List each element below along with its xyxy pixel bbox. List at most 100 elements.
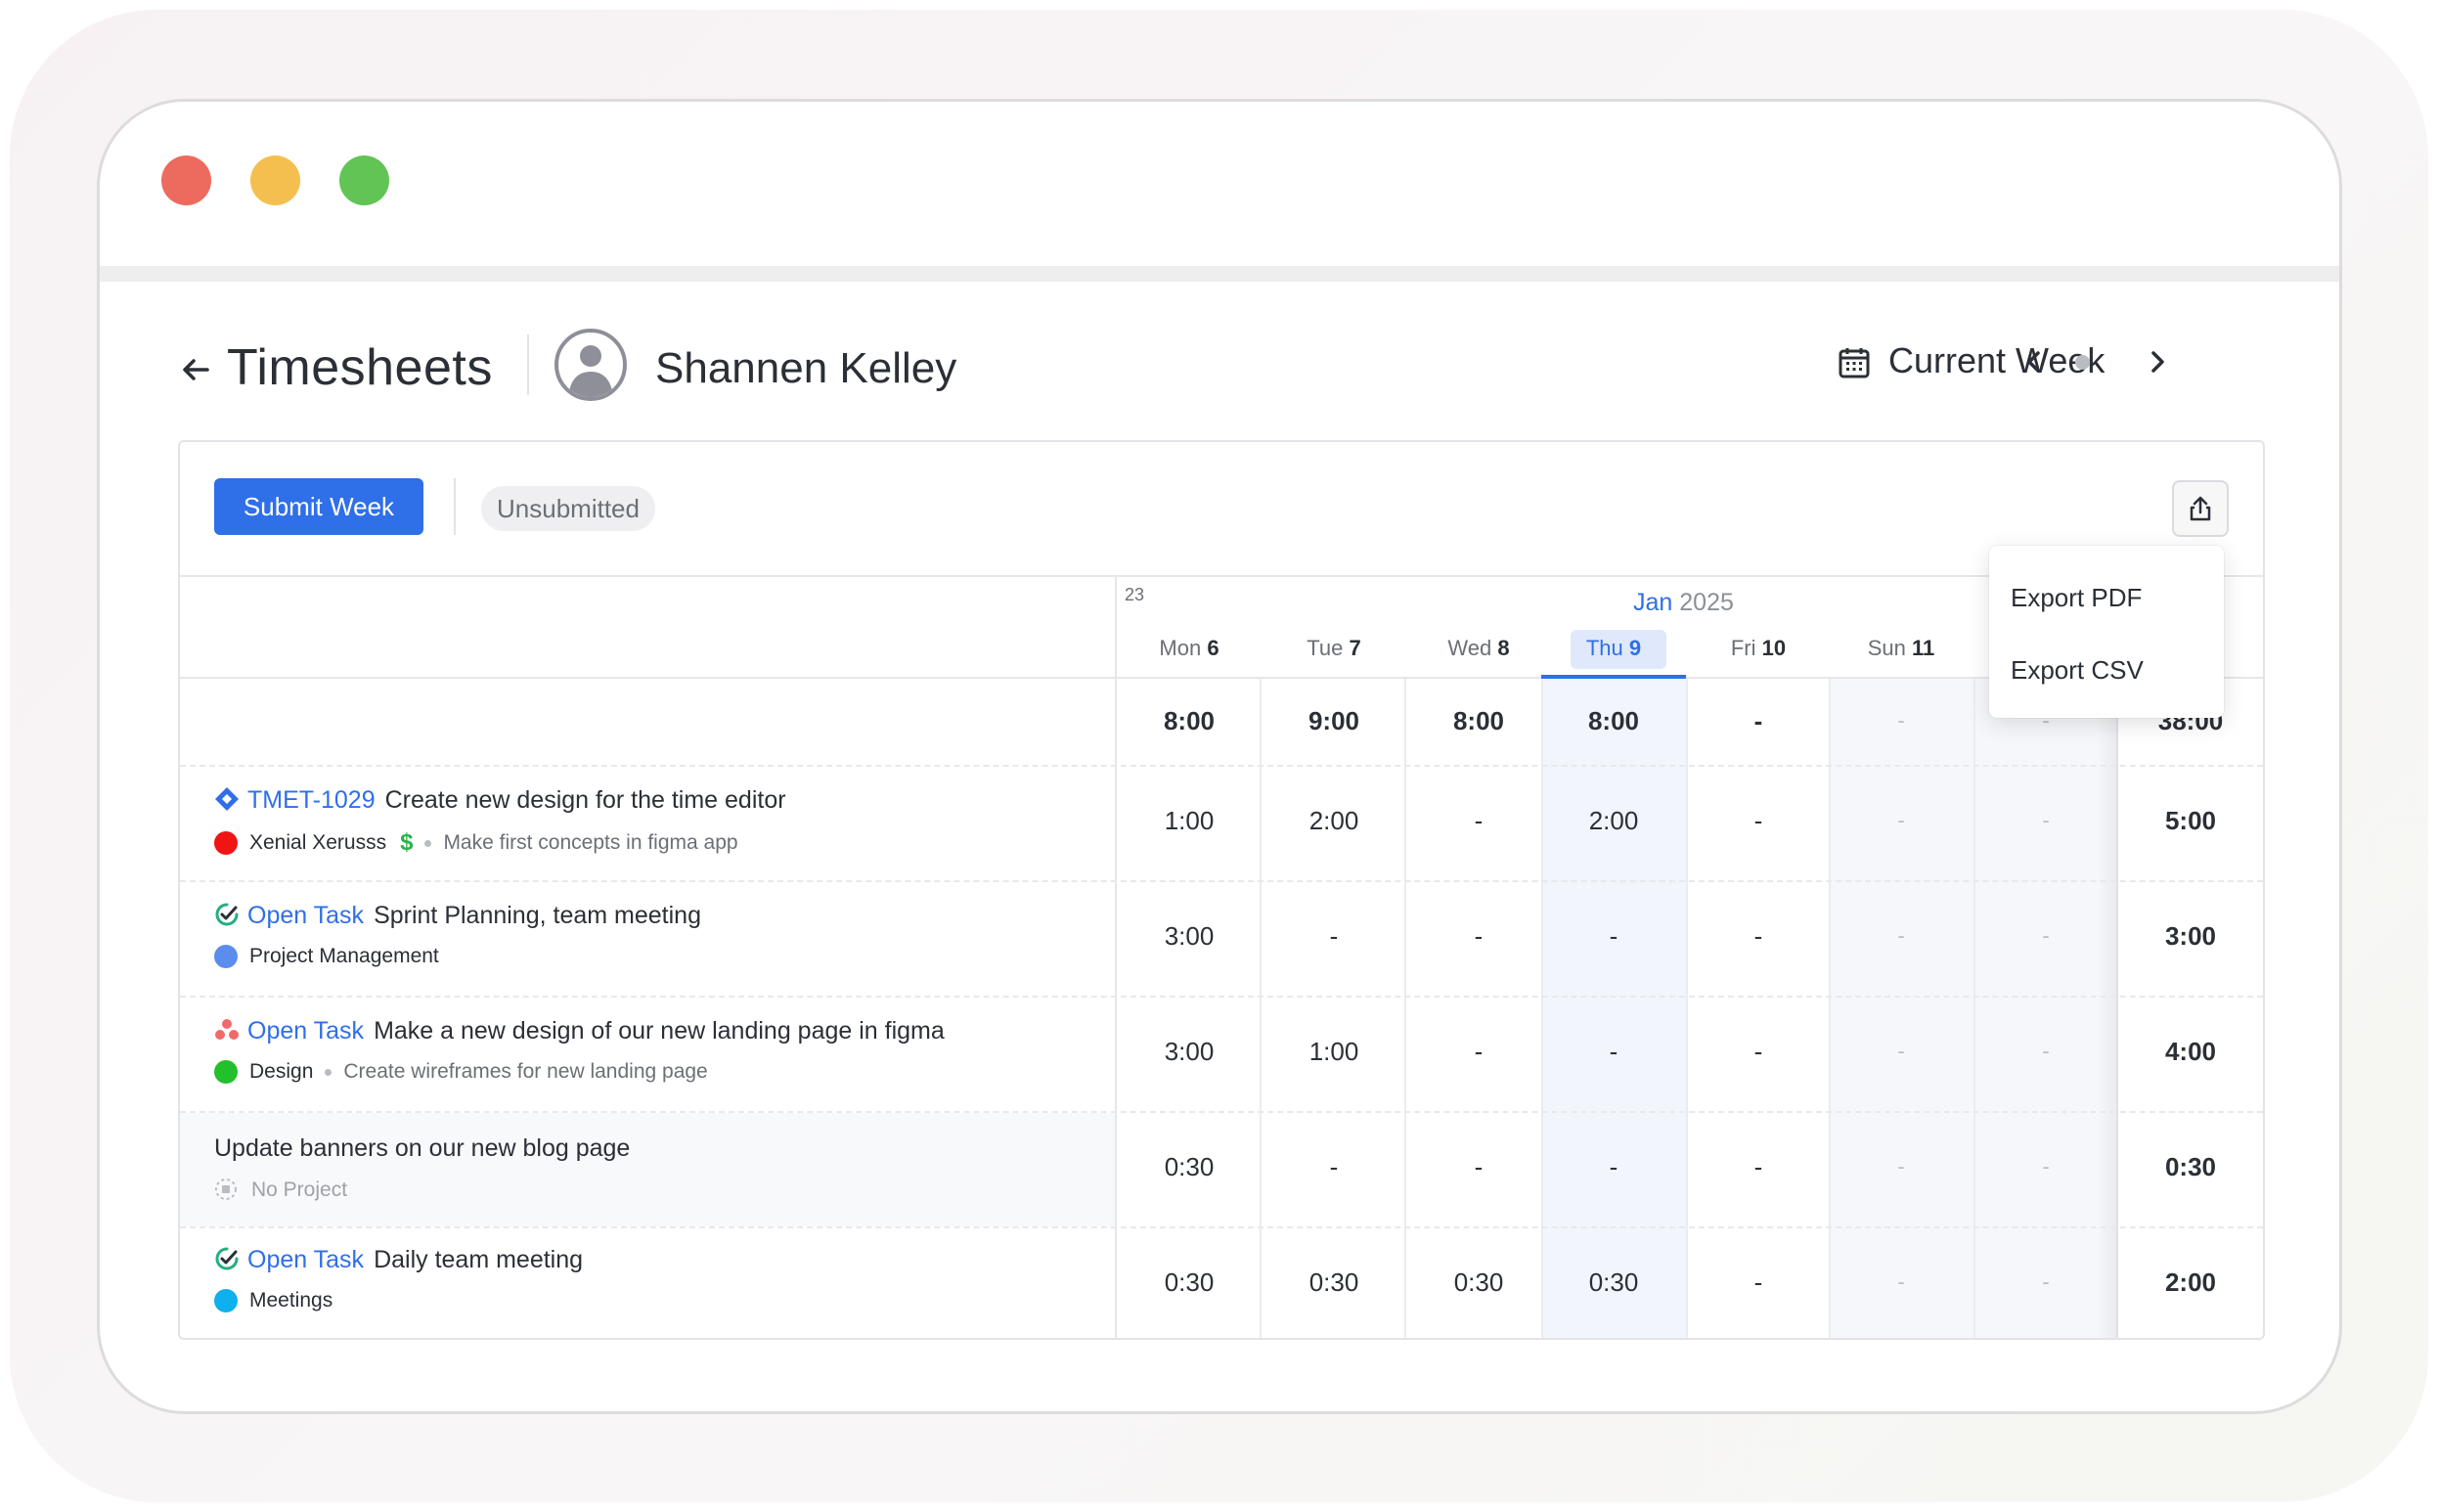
table-row[interactable]: Open Task Daily team meeting Meetings 0:3…	[180, 1226, 2263, 1338]
export-menu: Export PDF Export CSV	[1989, 546, 2224, 718]
time-cell[interactable]: -	[1897, 1269, 1905, 1294]
titlebar-divider	[100, 266, 2339, 282]
total-column-shadow	[2097, 679, 2118, 1338]
task-key-link[interactable]: Open Task	[247, 1017, 365, 1045]
export-pdf-menu-item[interactable]: Export PDF	[2011, 583, 2143, 612]
project-name: Meetings	[249, 1289, 333, 1312]
submit-week-button[interactable]: Submit Week	[214, 478, 423, 535]
header-divider	[527, 334, 529, 395]
task-title: Open Task Daily team meeting	[214, 1246, 583, 1274]
week-selector[interactable]: Current Week	[1888, 340, 2106, 380]
time-cell[interactable]: 0:30	[1308, 1267, 1359, 1297]
column-divider	[1829, 679, 1831, 1338]
time-cell[interactable]: -	[1897, 1154, 1905, 1178]
table-row[interactable]: Update banners on our new blog page No P…	[180, 1111, 2263, 1226]
current-week-dot[interactable]	[2075, 355, 2090, 370]
time-cell[interactable]: -	[1753, 1267, 1763, 1297]
maximize-window-button[interactable]	[339, 156, 389, 205]
time-cell[interactable]: -	[1753, 1037, 1763, 1066]
time-cell[interactable]: -	[1474, 806, 1484, 835]
task-name: Sprint Planning, team meeting	[374, 902, 701, 929]
time-cell[interactable]: 1:00	[1164, 806, 1215, 835]
task-column-divider	[1115, 577, 1117, 1338]
task-title: Open Task Make a new design of our new la…	[214, 1017, 945, 1045]
column-divider	[1686, 679, 1688, 1338]
day-total: 9:00	[1308, 706, 1360, 735]
export-csv-menu-item[interactable]: Export CSV	[2011, 655, 2144, 685]
day-header-mon: Mon 6	[1159, 636, 1219, 660]
export-button[interactable]	[2172, 480, 2229, 537]
time-cell[interactable]: -	[2042, 923, 2050, 948]
day-header-thu: Thu 9	[1585, 636, 1642, 660]
time-cell[interactable]: -	[1897, 808, 1905, 832]
project-name: Project Management	[249, 945, 439, 967]
window-titlebar	[100, 102, 2339, 266]
time-cell[interactable]: 0:30	[1164, 1152, 1215, 1181]
time-cell[interactable]: -	[1474, 1152, 1484, 1181]
row-hover-bg	[180, 1113, 1115, 1226]
day-total: 8:00	[1587, 706, 1640, 735]
task-key-link[interactable]: TMET-1029	[247, 786, 376, 814]
project-color-dot	[214, 1289, 238, 1312]
time-cell[interactable]: 2:00	[1308, 806, 1359, 835]
day-total: -	[2042, 708, 2050, 733]
week-number: 23	[1125, 585, 1145, 604]
time-cell[interactable]: 3:00	[1164, 921, 1215, 951]
table-row[interactable]: Open Task Sprint Planning, team meeting P…	[180, 880, 2263, 996]
time-cell[interactable]: 0:30	[1588, 1267, 1639, 1297]
row-divider	[180, 1111, 2263, 1113]
time-cell[interactable]: 0:30	[1453, 1267, 1504, 1297]
row-divider	[180, 765, 2263, 767]
today-underline	[1541, 675, 1686, 679]
time-cell[interactable]: -	[1609, 921, 1618, 951]
task-key-link[interactable]: Open Task	[247, 1246, 365, 1273]
task-meta: Design Create wireframes for new landing…	[214, 1060, 708, 1084]
time-cell[interactable]: 1:00	[1308, 1037, 1359, 1066]
time-cell[interactable]: 3:00	[1164, 1037, 1215, 1066]
project-name: Xenial Xerusss	[249, 831, 387, 854]
time-cell[interactable]: -	[1329, 921, 1339, 951]
day-total: -	[1897, 708, 1905, 733]
day-header-wed: Wed 8	[1447, 636, 1510, 660]
chevron-right-icon[interactable]	[2140, 342, 2175, 381]
time-cell[interactable]: -	[2042, 1154, 2050, 1178]
task-check-icon	[214, 1246, 240, 1271]
day-header-fri: Fri 10	[1730, 636, 1787, 660]
close-window-button[interactable]	[161, 156, 211, 205]
table-row[interactable]: Open Task Make a new design of our new la…	[180, 996, 2263, 1111]
task-note: Create wireframes for new landing page	[343, 1060, 708, 1083]
day-total: 8:00	[1452, 706, 1505, 735]
task-meta: Xenial Xerusss $ Make first concepts in …	[214, 829, 738, 857]
day-total: 8:00	[1163, 706, 1216, 735]
chevron-left-icon[interactable]	[2017, 342, 2052, 381]
row-total: 0:30	[2164, 1152, 2217, 1181]
time-cell[interactable]: 0:30	[1164, 1267, 1215, 1297]
time-cell[interactable]: -	[1474, 1037, 1484, 1066]
time-cell[interactable]: -	[1897, 923, 1905, 948]
page-header: Timesheets Shannen Kelley Current Week	[178, 329, 2271, 430]
table-row[interactable]: TMET-1029 Create new design for the time …	[180, 765, 2263, 880]
time-cell[interactable]: -	[2042, 808, 2050, 832]
task-key-link[interactable]: Open Task	[247, 902, 365, 929]
time-cell[interactable]: -	[1329, 1152, 1339, 1181]
today-highlight	[1571, 630, 1666, 669]
separator-dot	[325, 1068, 332, 1076]
time-cell[interactable]: -	[1753, 806, 1763, 835]
jira-diamond-icon	[214, 786, 240, 812]
column-divider	[1541, 679, 1543, 1338]
row-divider	[180, 996, 2263, 998]
app-window: Timesheets Shannen Kelley Current Week S…	[97, 99, 2342, 1414]
time-cell[interactable]: -	[2042, 1269, 2050, 1294]
time-cell[interactable]: 2:00	[1588, 806, 1639, 835]
time-cell[interactable]: -	[1609, 1152, 1618, 1181]
time-cell[interactable]: -	[1609, 1037, 1618, 1066]
row-total: 4:00	[2164, 1037, 2217, 1066]
time-cell[interactable]: -	[2042, 1039, 2050, 1063]
task-name: Daily team meeting	[374, 1246, 584, 1273]
time-cell[interactable]: -	[1474, 921, 1484, 951]
minimize-window-button[interactable]	[250, 156, 300, 205]
time-cell[interactable]: -	[1753, 1152, 1763, 1181]
back-arrow-icon[interactable]	[178, 352, 213, 387]
time-cell[interactable]: -	[1753, 921, 1763, 951]
time-cell[interactable]: -	[1897, 1039, 1905, 1063]
